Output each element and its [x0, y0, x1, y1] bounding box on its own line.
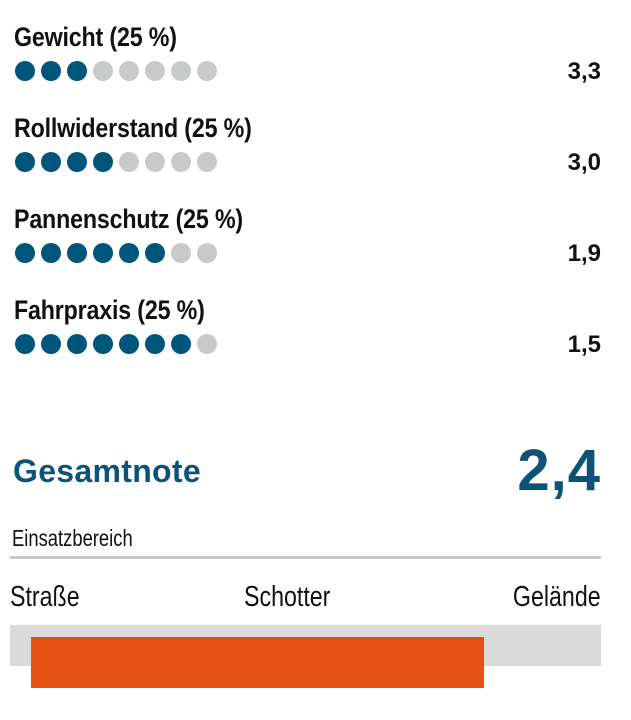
criterion-weight: Gewicht (25 %) 3,3	[0, 22, 631, 112]
filled-dot-icon	[119, 243, 139, 263]
criterion-score: 1,9	[567, 240, 601, 267]
filled-dot-icon	[41, 152, 61, 172]
filled-dot-icon	[15, 334, 35, 354]
criterion-puncture-protection: Pannenschutz (25 %) 1,9	[0, 204, 631, 294]
criterion-riding-practice: Fahrpraxis (25 %) 1,5	[0, 295, 631, 385]
criterion-label: Gewicht (25 %)	[14, 22, 177, 52]
empty-dot-icon	[197, 334, 217, 354]
filled-dot-icon	[119, 334, 139, 354]
rating-dots	[15, 243, 217, 263]
filled-dot-icon	[67, 152, 87, 172]
filled-dot-icon	[41, 334, 61, 354]
empty-dot-icon	[119, 152, 139, 172]
rating-dots	[15, 61, 217, 81]
criterion-label: Fahrpraxis (25 %)	[14, 295, 205, 325]
criterion-score: 3,0	[567, 149, 601, 176]
criterion-label: Rollwiderstand (25 %)	[14, 113, 252, 143]
filled-dot-icon	[67, 61, 87, 81]
filled-dot-icon	[171, 334, 191, 354]
filled-dot-icon	[15, 152, 35, 172]
empty-dot-icon	[145, 152, 165, 172]
total-grade-label: Gesamtnote	[13, 453, 201, 489]
filled-dot-icon	[145, 243, 165, 263]
filled-dot-icon	[93, 334, 113, 354]
empty-dot-icon	[119, 61, 139, 81]
filled-dot-icon	[145, 334, 165, 354]
empty-dot-icon	[145, 61, 165, 81]
criterion-score: 3,3	[567, 58, 601, 85]
filled-dot-icon	[93, 243, 113, 263]
filled-dot-icon	[93, 152, 113, 172]
filled-dot-icon	[15, 61, 35, 81]
filled-dot-icon	[15, 243, 35, 263]
rating-dots	[15, 334, 217, 354]
empty-dot-icon	[93, 61, 113, 81]
empty-dot-icon	[197, 152, 217, 172]
empty-dot-icon	[197, 243, 217, 263]
empty-dot-icon	[171, 152, 191, 172]
criterion-label: Pannenschutz (25 %)	[14, 204, 243, 234]
divider	[10, 556, 601, 559]
filled-dot-icon	[67, 243, 87, 263]
empty-dot-icon	[171, 61, 191, 81]
usage-range-bar	[31, 637, 484, 688]
empty-dot-icon	[197, 61, 217, 81]
criterion-score: 1,5	[567, 331, 601, 358]
total-grade-value: 2,4	[517, 438, 601, 503]
range-label-road: Straße	[10, 581, 80, 613]
empty-dot-icon	[171, 243, 191, 263]
rating-dots	[15, 152, 217, 172]
filled-dot-icon	[41, 61, 61, 81]
filled-dot-icon	[41, 243, 61, 263]
usage-range-title: Einsatzbereich	[12, 525, 133, 551]
filled-dot-icon	[67, 334, 87, 354]
criterion-rolling-resistance: Rollwiderstand (25 %) 3,0	[0, 113, 631, 203]
range-label-gravel: Schotter	[244, 581, 331, 613]
range-label-terrain: Gelände	[513, 581, 601, 613]
